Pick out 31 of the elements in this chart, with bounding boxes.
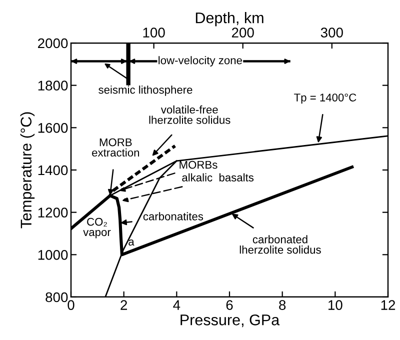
annotation: low-velocity zone: [158, 56, 242, 66]
annotation: carbonatites: [143, 212, 204, 220]
x-tick-label: 6: [226, 300, 233, 310]
y-tick-label: 1400: [38, 165, 68, 176]
y-tick-label: 1000: [38, 250, 68, 260]
y-tick-label: 2000: [38, 38, 68, 48]
x2-axis-title: Depth, km: [196, 12, 264, 26]
x2-tick-label: 200: [232, 28, 254, 38]
x-tick-label: 8: [279, 300, 286, 310]
annotation: seismic lithosphere: [98, 86, 192, 96]
y-axis-title: Temperature (°C): [20, 112, 35, 228]
annotation: Tp = 1400°C: [294, 94, 356, 104]
annotation: volatile-free lherzolite solidus: [149, 105, 230, 124]
annotation: alkalic basalts: [182, 173, 254, 182]
x2-tick-label: 300: [320, 28, 343, 38]
y-tick-label: 800: [46, 292, 68, 302]
x-tick-label: 0: [68, 300, 74, 310]
annotation: CO₂ vapor: [83, 218, 111, 238]
y-tick-label: 1200: [38, 208, 68, 218]
annotation: carbonated lherzolite solidus: [240, 235, 321, 254]
annotation: MORBs: [180, 160, 218, 169]
annotation: MORB extraction: [92, 138, 140, 157]
x-tick-label: 4: [173, 300, 180, 310]
y-tick-label: 1800: [38, 80, 68, 91]
y-tick-label: 1600: [38, 123, 68, 133]
annotation: a: [128, 239, 134, 246]
x-tick-label: 10: [328, 300, 342, 310]
x2-tick-label: 100: [143, 28, 165, 38]
x-axis-title: Pressure, GPa: [180, 314, 280, 328]
x-tick-label: 2: [120, 300, 127, 310]
x-tick-label: 12: [381, 300, 396, 310]
